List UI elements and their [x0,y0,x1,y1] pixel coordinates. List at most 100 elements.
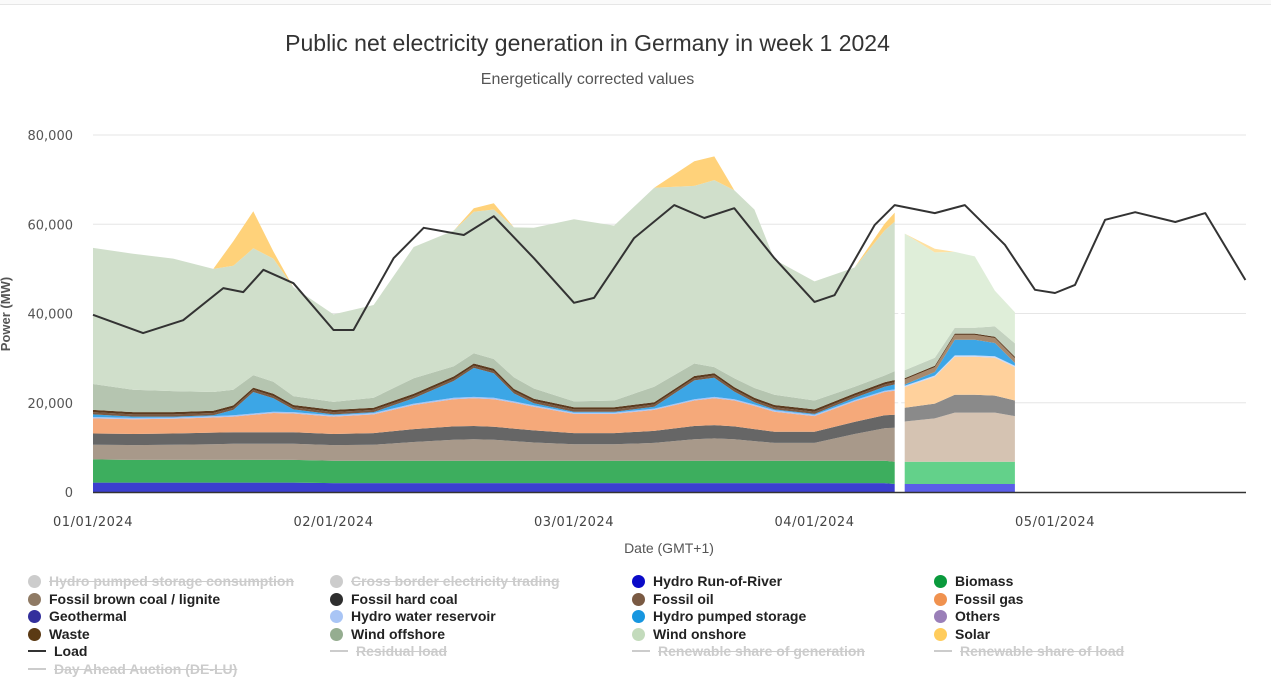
legend-label: Day Ahead Auction (DE-LU) [54,660,238,677]
legend-label: Biomass [955,573,1014,589]
legend-item-fossil-oil[interactable]: Fossil oil [632,591,714,608]
legend-item-wind-onshore[interactable]: Wind onshore [632,626,746,643]
legend-label: Wind onshore [653,625,747,642]
legend-item-fossil-hard-coal[interactable]: Fossil hard coal [330,591,458,608]
area-fossil-brown-coal-lignite-forecast[interactable] [904,412,1015,462]
legend-label: Renewable share of generation [658,643,865,659]
legend-label: Fossil hard coal [351,590,458,607]
legend-dot-icon [934,627,947,641]
page-top-border [0,0,1271,5]
x-tick-label: 04/01/2024 [775,515,855,530]
line-load[interactable] [92,204,1247,335]
y-tick-label: 20,000 [28,397,74,412]
legend-item-day-ahead-auction-de-lu[interactable]: Day Ahead Auction (DE-LU) [28,661,237,678]
legend-label: Hydro pumped storage consumption [49,573,295,589]
legend-label: Waste [49,625,90,642]
x-axis-label: Date (GMT+1) [624,540,714,556]
y-tick-label: 0 [65,486,73,501]
legend-label: Cross border electricity trading [351,573,560,589]
legend-dot-icon [28,592,41,606]
legend-item-cross-border-electricity-trading[interactable]: Cross border electricity trading [330,573,560,590]
legend-item-wind-offshore[interactable]: Wind offshore [330,626,445,643]
area-fossil-oil-actual[interactable] [93,365,895,417]
legend-label: Residual load [356,643,448,659]
area-wind-onshore-forecast[interactable] [904,233,1015,371]
y-tick-label: 80,000 [28,129,74,144]
legend-dot-icon [934,592,947,606]
chart-area: 0 20,000 40,000 60,000 80,000 01/01/2024 02/01… [0,129,1247,556]
area-wind-offshore-forecast[interactable] [904,326,1015,379]
area-hydro-run-of-river-actual[interactable] [93,482,895,492]
legend-item-waste[interactable]: Waste [28,626,90,643]
legend-line-icon [632,650,650,652]
legend-dot-icon [632,592,645,606]
area-solar-actual[interactable] [93,156,895,315]
x-tick-label: 03/01/2024 [534,515,614,530]
legend-line-icon [28,650,46,652]
legend-item-hydro-pumped-storage[interactable]: Hydro pumped storage [632,608,806,625]
area-fossil-brown-coal-lignite-actual[interactable] [93,427,895,462]
legend-label: Hydro water reservoir [351,608,496,624]
legend-label: Geothermal [49,608,127,624]
x-tick-label: 02/01/2024 [294,515,374,530]
legend-label: Renewable share of load [960,643,1125,659]
x-tick-label: 05/01/2024 [1015,515,1095,530]
legend-label: Hydro pumped storage [653,608,807,624]
y-tick-label: 60,000 [28,218,74,233]
area-hydro-pumped-storage-actual[interactable] [93,367,895,418]
area-wind-offshore-actual[interactable] [93,353,895,413]
x-tick-label: 01/01/2024 [53,515,133,530]
legend-item-load[interactable]: Load [28,643,87,660]
legend-dot-icon [330,610,343,623]
y-axis-label: Power (MW) [0,277,13,351]
legend-dot-icon [330,575,343,588]
area-wind-onshore-actual[interactable] [93,180,895,402]
legend-label: Others [955,608,1001,624]
y-tick-label: 40,000 [28,308,74,323]
chart-subtitle: Energetically corrected values [480,71,695,88]
legend-label: Fossil brown coal / lignite [49,590,221,607]
area-hydro-pumped-storage-forecast[interactable] [904,339,1015,386]
area-waste-actual[interactable] [93,363,895,415]
legend-dot-icon [28,627,41,641]
area-fossil-gas-forecast[interactable] [904,356,1015,408]
legend-label: Hydro Run-of-River [653,573,783,589]
legend-label: Load [54,643,88,659]
legend-dot-icon [632,627,645,641]
legend-item-fossil-gas[interactable]: Fossil gas [934,591,1023,608]
legend-line-icon [28,667,46,670]
legend-item-solar[interactable]: Solar [934,626,990,643]
legend-item-fossil-brown-coal-lignite[interactable]: Fossil brown coal / lignite [28,591,220,608]
legend-line-icon [330,650,348,652]
legend-dot-icon [330,627,343,641]
axes: 0 20,000 40,000 60,000 80,000 01/01/2024 02/01… [28,129,1246,530]
legend-item-biomass[interactable]: Biomass [934,573,1013,590]
legend-dot-icon [632,610,645,623]
area-fossil-hard-coal-forecast[interactable] [904,394,1015,422]
legend-label: Wind offshore [351,625,445,642]
legend-item-geothermal[interactable]: Geothermal [28,608,127,625]
area-fossil-oil-forecast[interactable] [904,334,1015,385]
chart-title: Public net electricity generation in Ger… [285,30,890,56]
legend-label: Fossil oil [653,590,714,607]
area-fossil-gas-actual[interactable] [93,390,895,434]
legend-item-residual-load[interactable]: Residual load [330,643,447,660]
area-biomass-actual[interactable] [93,459,895,484]
legend-label: Solar [955,625,991,642]
legend-item-renewable-share-of-load[interactable]: Renewable share of load [934,643,1124,660]
legend-dot-icon [632,575,645,588]
area-biomass-forecast[interactable] [904,461,1015,484]
legend-label: Fossil gas [955,590,1024,607]
legend-item-hydro-run-of-river[interactable]: Hydro Run-of-River [632,573,782,590]
legend-item-hydro-pumped-storage-consumption[interactable]: Hydro pumped storage consumption [28,573,294,590]
area-waste-forecast[interactable] [904,333,1015,380]
legend-dot-icon [28,610,41,623]
legend-item-others[interactable]: Others [934,608,1000,625]
legend-item-hydro-water-reservoir[interactable]: Hydro water reservoir [330,608,496,625]
legend-line-icon [934,650,952,652]
legend-item-renewable-share-of-generation[interactable]: Renewable share of generation [632,643,865,660]
area-hydro-run-of-river-forecast[interactable] [904,484,1015,492]
area-fossil-hard-coal-actual[interactable] [93,414,895,446]
series-lines [92,204,1247,335]
legend-dot-icon [934,575,947,588]
